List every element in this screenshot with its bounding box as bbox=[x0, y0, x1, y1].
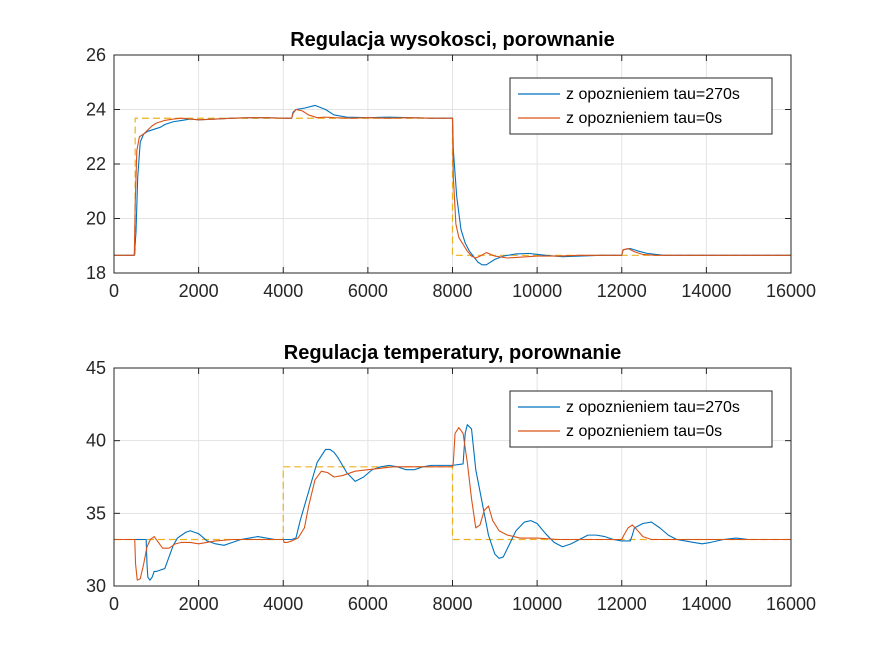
legend-box bbox=[509, 390, 773, 448]
y-tick-label: 40 bbox=[86, 431, 106, 451]
x-tick-label: 14000 bbox=[681, 281, 731, 301]
legend-label: z opoznieniem tau=270s bbox=[566, 399, 740, 416]
y-tick-label: 45 bbox=[86, 358, 106, 378]
y-tick-label: 20 bbox=[86, 209, 106, 229]
x-tick-label: 0 bbox=[109, 594, 119, 614]
x-tick-label: 16000 bbox=[766, 281, 816, 301]
x-tick-label: 16000 bbox=[766, 594, 816, 614]
x-tick-label: 10000 bbox=[512, 594, 562, 614]
chart-title: Regulacja wysokosci, porownanie bbox=[290, 29, 615, 51]
y-tick-label: 35 bbox=[86, 503, 106, 523]
x-tick-label: 12000 bbox=[597, 594, 647, 614]
y-tick-label: 22 bbox=[86, 154, 106, 174]
legend-box bbox=[509, 77, 773, 135]
x-tick-label: 6000 bbox=[348, 281, 388, 301]
legend-label: z opoznieniem tau=270s bbox=[566, 86, 740, 103]
legend-label: z opoznieniem tau=0s bbox=[566, 423, 722, 440]
series-line-z-opoznieniem-tau-0s bbox=[114, 427, 791, 581]
y-tick-label: 26 bbox=[86, 45, 106, 65]
x-tick-label: 0 bbox=[109, 281, 119, 301]
series-line-z-opoznieniem-tau-0s bbox=[114, 108, 791, 259]
legend: z opoznieniem tau=270s z opoznieniem tau=… bbox=[509, 77, 773, 135]
chart-1: 0 2000 4000 6000 8000 10000 12000 14000 16000 30 3… bbox=[86, 342, 816, 614]
chart-title: Regulacja temperatury, porownanie bbox=[284, 342, 622, 364]
x-tick-label: 6000 bbox=[348, 594, 388, 614]
x-tick-label: 8000 bbox=[432, 281, 472, 301]
series-line-setpoint bbox=[114, 466, 791, 541]
x-tick-label: 14000 bbox=[681, 594, 731, 614]
x-tick-label: 2000 bbox=[179, 594, 219, 614]
y-tick-label: 30 bbox=[86, 576, 106, 596]
legend: z opoznieniem tau=270s z opoznieniem tau=… bbox=[509, 390, 773, 448]
x-tick-label: 4000 bbox=[263, 594, 303, 614]
x-tick-label: 2000 bbox=[179, 281, 219, 301]
chart-0: 0 2000 4000 6000 8000 10000 12000 14000 16000 18 2… bbox=[86, 29, 816, 301]
x-tick-label: 8000 bbox=[432, 594, 472, 614]
x-tick-label: 10000 bbox=[512, 281, 562, 301]
x-tick-label: 12000 bbox=[597, 281, 647, 301]
legend-label: z opoznieniem tau=0s bbox=[566, 110, 722, 127]
y-tick-label: 24 bbox=[86, 100, 106, 120]
y-tick-label: 18 bbox=[86, 263, 106, 283]
x-tick-label: 4000 bbox=[263, 281, 303, 301]
